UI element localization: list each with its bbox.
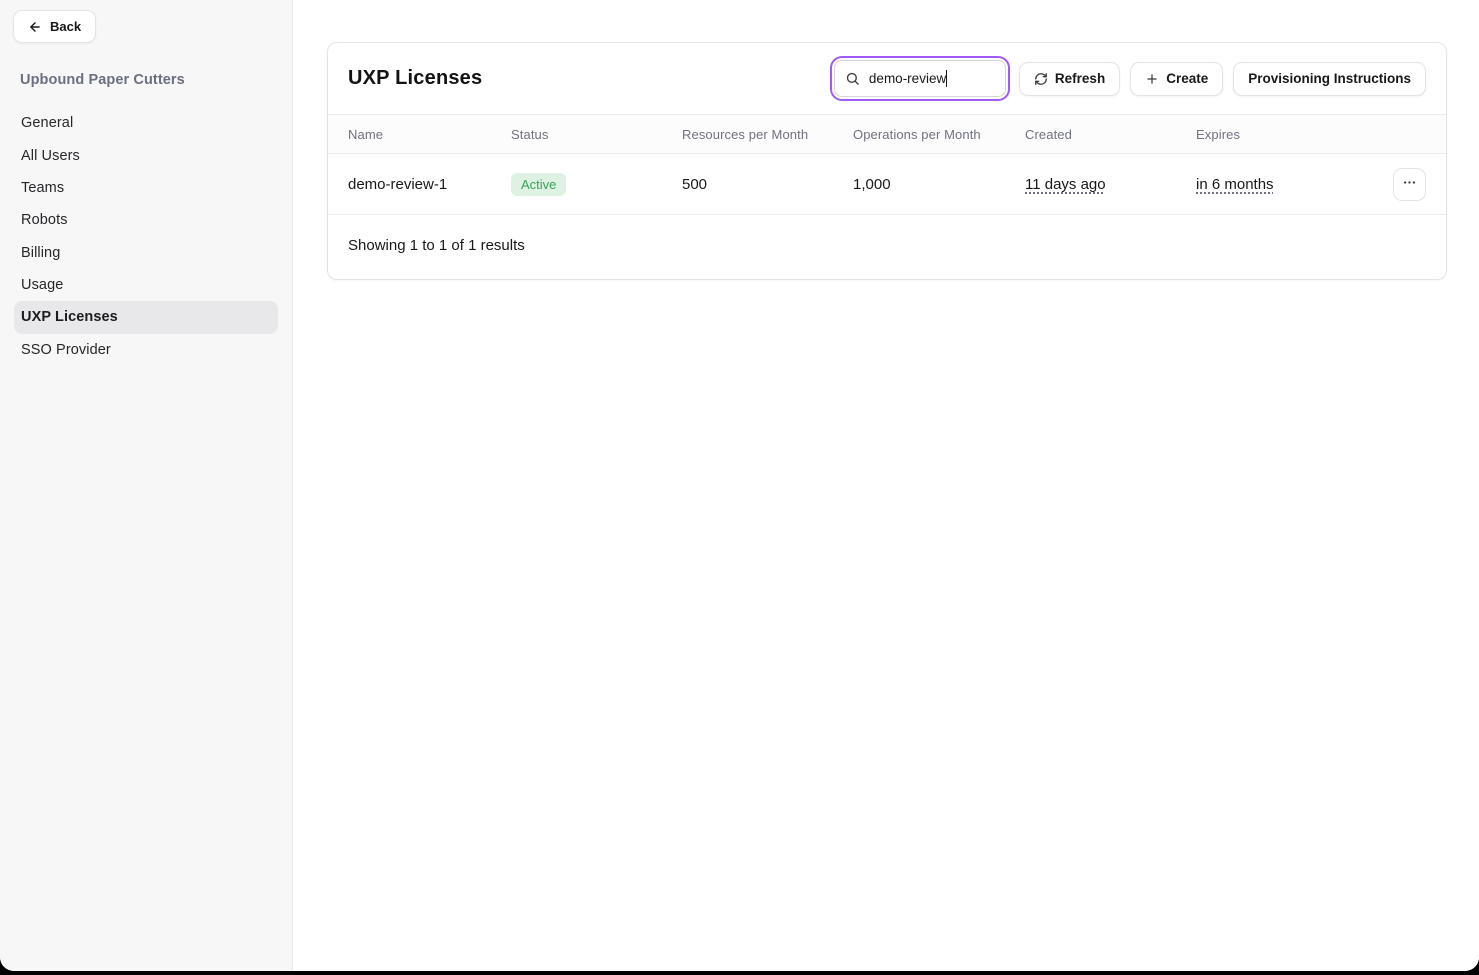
back-button[interactable]: Back: [13, 10, 97, 43]
column-header-status: Status: [511, 126, 549, 142]
card-header: UXP Licenses Refresh: [328, 43, 1446, 115]
search-input[interactable]: [829, 56, 1010, 101]
column-header-name: Name: [348, 126, 384, 142]
back-button-label: Back: [50, 19, 82, 34]
org-name: Upbound Paper Cutters: [20, 72, 185, 88]
refresh-icon: [1034, 72, 1048, 86]
create-button[interactable]: Create: [1130, 61, 1224, 96]
column-header-resources: Resources per Month: [682, 126, 809, 142]
table-row: demo-review-1 Active 500 1,000 11 days a…: [328, 154, 1446, 215]
expires-value[interactable]: in 6 months: [1196, 175, 1274, 193]
sidebar-item-all-users[interactable]: All Users: [21, 147, 80, 164]
sidebar-item-sso-provider[interactable]: SSO Provider: [21, 341, 111, 358]
search-box: [829, 56, 1010, 101]
resources-per-month-value: 500: [682, 175, 708, 193]
operations-per-month-value: 1,000: [853, 175, 891, 193]
sidebar-nav: General All Users Teams Robots Billing U…: [0, 107, 292, 366]
column-header-expires: Expires: [1196, 126, 1241, 142]
sidebar-item-usage[interactable]: Usage: [21, 277, 64, 294]
sidebar-item-general[interactable]: General: [21, 115, 74, 132]
create-button-label: Create: [1166, 71, 1209, 86]
provisioning-instructions-button[interactable]: Provisioning Instructions: [1233, 61, 1426, 96]
back-arrow-icon: [28, 20, 42, 34]
sidebar-item-uxp-licenses[interactable]: UXP Licenses: [14, 301, 278, 334]
column-header-created: Created: [1025, 126, 1072, 142]
sidebar: Back Upbound Paper Cutters General All U…: [0, 0, 293, 971]
header-actions: Refresh Create Provisioning Instructions: [829, 56, 1426, 101]
results-summary: Showing 1 to 1 of 1 results: [348, 237, 525, 254]
row-actions-button[interactable]: [1393, 167, 1426, 201]
column-header-operations: Operations per Month: [853, 126, 981, 142]
sidebar-item-robots[interactable]: Robots: [21, 212, 68, 229]
sidebar-item-teams[interactable]: Teams: [21, 179, 65, 196]
page-title: UXP Licenses: [348, 67, 483, 89]
main-content: UXP Licenses Refresh: [293, 0, 1479, 971]
table-header-row: Name Status Resources per Month Operatio…: [328, 115, 1446, 154]
refresh-button-label: Refresh: [1054, 71, 1106, 86]
provisioning-instructions-label: Provisioning Instructions: [1248, 71, 1411, 86]
license-name: demo-review-1: [348, 175, 448, 193]
created-value[interactable]: 11 days ago: [1025, 175, 1106, 193]
status-badge: Active: [511, 172, 567, 196]
plus-icon: [1145, 72, 1159, 86]
refresh-button[interactable]: Refresh: [1018, 61, 1121, 96]
sidebar-item-billing[interactable]: Billing: [21, 244, 61, 261]
uxp-licenses-card: UXP Licenses Refresh: [327, 42, 1447, 280]
ellipsis-icon: [1402, 175, 1417, 193]
